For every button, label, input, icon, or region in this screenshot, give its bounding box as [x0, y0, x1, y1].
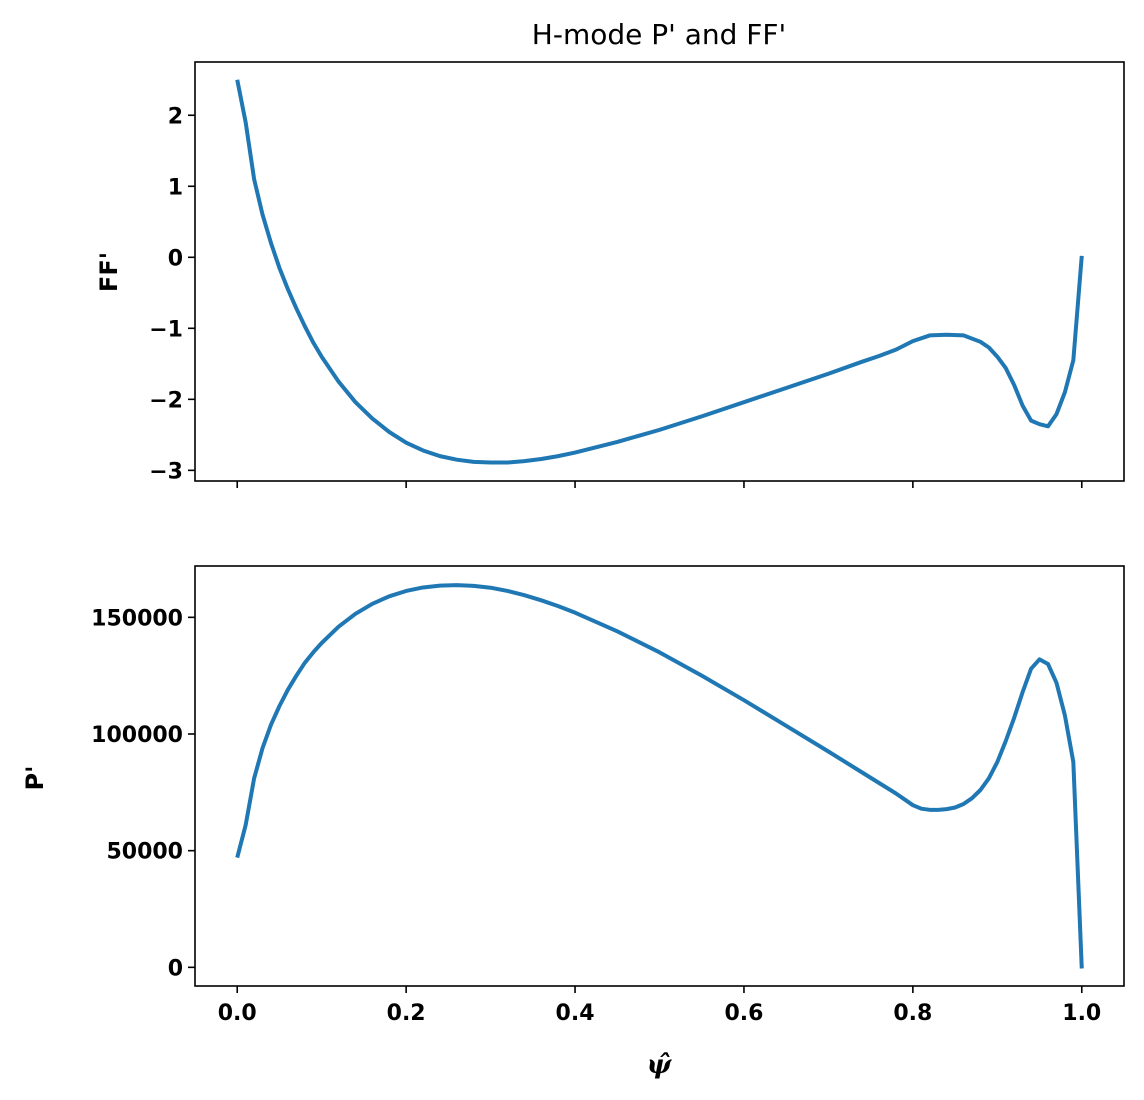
pprime-xtick-label: 0.4 [556, 1001, 595, 1026]
ffprime-ytick-label: 0 [168, 246, 183, 271]
pprime-xtick-label: 0.6 [724, 1001, 763, 1026]
pprime-ytick-label: 150000 [91, 606, 183, 631]
ffprime-ylabel: FF' [95, 252, 123, 292]
pprime-xtick-label: 0.0 [218, 1001, 257, 1026]
pprime-xlabel: ψ̂ [647, 1050, 673, 1080]
ffprime-ytick-label: 1 [168, 175, 183, 200]
ffprime-ytick-label: −2 [149, 388, 183, 413]
pprime-xtick-label: 1.0 [1062, 1001, 1101, 1026]
pprime-ytick-label: 100000 [91, 723, 183, 748]
ffprime-ytick-label: −1 [149, 317, 183, 342]
pprime-panel: P' ψ̂ 0 50000 100000 150000 0.0 0.2 0.4 0.6 0.8 1… [21, 565, 1125, 1080]
pprime-xtick-label: 0.8 [893, 1001, 932, 1026]
pprime-xtick-label: 0.2 [387, 1001, 426, 1026]
pprime-series-line [235, 583, 1084, 969]
pprime-ytick-label: 50000 [106, 840, 183, 865]
ffprime-ytick-label: 2 [168, 104, 183, 129]
ffprime-ytick-label: −3 [149, 459, 183, 484]
pprime-ytick-label: 0 [168, 956, 183, 981]
chart-title: H-mode P' and FF' [532, 18, 786, 51]
ffprime-axes-frame [194, 61, 1125, 482]
pprime-ylabel: P' [21, 766, 49, 791]
ffprime-panel: FF' −3 −2 −1 0 1 2 [95, 61, 1125, 488]
pprime-axes-frame [194, 565, 1125, 987]
ffprime-series-line [235, 79, 1084, 465]
